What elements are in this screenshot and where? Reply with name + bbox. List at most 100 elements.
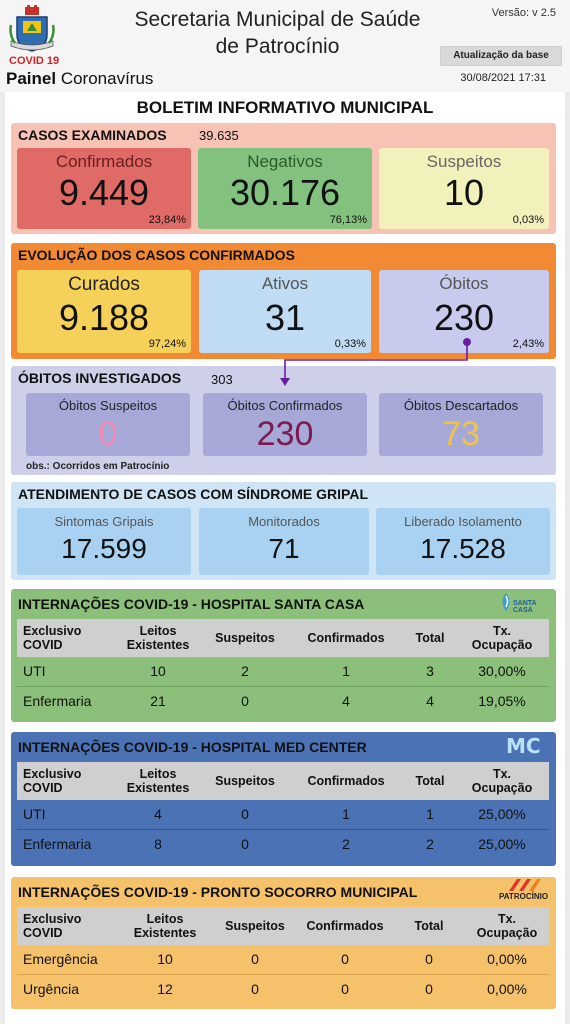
panel-casos-examinados: CASOS EXAMINADOS 39.635 Confirmados 9.44… (11, 123, 556, 234)
patrocinio-logo: PATROCÍNIO (497, 879, 553, 905)
card-label: Liberado Isolamento (404, 514, 522, 529)
header-exclusivo: Exclusivo COVID (23, 767, 82, 795)
update-base-button[interactable]: Atualização da base (440, 46, 562, 66)
card-curados[interactable]: Curados 9.188 97,24% (17, 270, 191, 353)
row-taxa: 25,00% (478, 806, 526, 823)
municipal-crest-icon (9, 5, 55, 52)
row-taxa: 0,00% (487, 951, 527, 968)
page-title: Secretaria Municipal de Saúde de Patrocí… (100, 6, 455, 60)
med-center-logo-text: MC (506, 734, 541, 758)
row-leitos: 10 (150, 663, 166, 680)
row-confirmados: 0 (341, 951, 349, 968)
card-obitos-descartados[interactable]: Óbitos Descartados 73 (379, 393, 543, 456)
panel-title: INTERNAÇÕES COVID-19 - PRONTO SOCORRO MU… (18, 884, 418, 900)
card-ativos[interactable]: Ativos 31 0,33% (199, 270, 371, 353)
card-label: Óbitos Confirmados (227, 398, 343, 413)
card-value: 230 (256, 415, 314, 453)
row-leitos: 10 (157, 951, 173, 968)
header-leitos: Leitos Existentes (126, 767, 190, 795)
table-pronto-socorro: Exclusivo COVID Leitos Existentes Suspeito… (17, 907, 549, 1003)
row-leitos: 21 (150, 692, 166, 709)
card-value: 71 (268, 533, 300, 564)
card-negativos[interactable]: Negativos 30.176 76,13% (198, 148, 372, 229)
card-confirmados[interactable]: Confirmados 9.449 23,84% (17, 148, 191, 229)
panel-count: 303 (211, 372, 233, 387)
covid-tag: COVID 19 (9, 55, 60, 67)
card-obitos-suspeitos[interactable]: Óbitos Suspeitos 0 (26, 393, 190, 456)
row-name: Enfermaria (23, 835, 92, 852)
header-taxa: Tx. Ocupação (471, 767, 533, 795)
table-row: Enfermaria 8 0 2 2 25,00% (17, 829, 549, 858)
patrocinio-logo-icon (509, 879, 541, 891)
card-percent: 76,13% (329, 214, 367, 226)
card-percent: 2,43% (512, 338, 544, 350)
table-header-row: Exclusivo COVID Leitos Existentes Suspeito… (17, 907, 549, 945)
card-monitorados[interactable]: Monitorados 71 (199, 508, 369, 575)
painel-rest: Coronavírus (56, 69, 154, 88)
row-leitos: 4 (154, 806, 162, 823)
version-label: Versão: v 2.5 (491, 7, 556, 19)
panel-title: INTERNAÇÕES COVID-19 - HOSPITAL SANTA CA… (18, 596, 365, 612)
panel-title: ATENDIMENTO DE CASOS COM SÍNDROME GRIPAL (18, 486, 369, 502)
row-total: 1 (426, 806, 434, 823)
card-label: Óbitos (439, 274, 489, 293)
table-row: Emergência 10 0 0 0 0,00% (17, 945, 549, 974)
header-total: Total (414, 919, 444, 933)
header-confirmados: Confirmados (307, 774, 385, 788)
card-obitos-confirmados[interactable]: Óbitos Confirmados 230 (203, 393, 367, 456)
row-confirmados: 1 (342, 806, 350, 823)
card-obitos[interactable]: Óbitos 230 2,43% (379, 270, 549, 353)
card-label: Confirmados (55, 152, 153, 171)
header-total: Total (415, 631, 445, 645)
card-value: 0 (98, 415, 118, 453)
header-confirmados: Confirmados (306, 919, 384, 933)
santa-casa-logo-icon (502, 593, 510, 611)
update-timestamp: 30/08/2021 17:31 (460, 72, 546, 84)
card-label: Sintomas Gripais (54, 514, 154, 529)
row-leitos: 8 (154, 835, 162, 852)
row-name: UTI (23, 663, 46, 680)
row-name: Enfermaria (23, 692, 92, 709)
row-name: Urgência (23, 980, 80, 997)
card-value: 17.599 (61, 533, 147, 564)
row-total: 2 (426, 835, 434, 852)
row-taxa: 0,00% (487, 980, 527, 997)
card-percent: 0,03% (512, 214, 544, 226)
painel-label: Painel Coronavírus (6, 69, 153, 89)
row-suspeitos: 2 (241, 663, 249, 680)
row-total: 0 (425, 980, 433, 997)
header-suspeitos: Suspeitos (225, 919, 285, 933)
header-leitos: Leitos Existentes (133, 912, 197, 940)
row-name: Emergência (23, 951, 98, 968)
panel-count: 39.635 (199, 128, 239, 143)
bulletin-board: BOLETIM INFORMATIVO MUNICIPAL CASOS EXAM… (5, 92, 565, 1024)
app-header: COVID 19 Painel Coronavírus Secretaria M… (0, 0, 570, 92)
card-value: 17.528 (420, 533, 506, 564)
row-suspeitos: 0 (241, 692, 249, 709)
panel-med-center: INTERNAÇÕES COVID-19 - HOSPITAL MED CENT… (11, 732, 556, 866)
card-label: Monitorados (248, 514, 320, 529)
santa-casa-logo-text: SANTA CASA (513, 600, 537, 614)
panel-obitos-investigados: ÓBITOS INVESTIGADOS 303 Óbitos Suspeitos… (11, 366, 556, 475)
card-label: Suspeitos (426, 152, 502, 171)
card-value: 31 (264, 297, 306, 338)
patrocinio-logo-text: PATROCÍNIO (499, 892, 549, 901)
panel-santa-casa: INTERNAÇÕES COVID-19 - HOSPITAL SANTA CA… (11, 589, 556, 722)
card-label: Óbitos Suspeitos (58, 398, 158, 413)
card-liberado-isolamento[interactable]: Liberado Isolamento 17.528 (376, 508, 550, 575)
card-value: 9.188 (58, 297, 150, 338)
row-total: 4 (426, 692, 434, 709)
row-taxa: 25,00% (478, 835, 526, 852)
row-taxa: 30,00% (478, 663, 526, 680)
header-leitos: Leitos Existentes (126, 624, 190, 652)
card-suspeitos[interactable]: Suspeitos 10 0,03% (379, 148, 549, 229)
row-taxa: 19,05% (478, 692, 526, 709)
row-total: 0 (425, 951, 433, 968)
row-suspeitos: 0 (251, 951, 259, 968)
table-row: UTI 4 0 1 1 25,00% (17, 800, 549, 829)
row-confirmados: 2 (342, 835, 350, 852)
card-sintomas-gripais[interactable]: Sintomas Gripais 17.599 (17, 508, 191, 575)
card-label: Curados (68, 274, 140, 295)
table-header-row: Exclusivo COVID Leitos Existentes Suspeito… (17, 619, 549, 657)
panel-title: EVOLUÇÃO DOS CASOS CONFIRMADOS (18, 247, 295, 263)
